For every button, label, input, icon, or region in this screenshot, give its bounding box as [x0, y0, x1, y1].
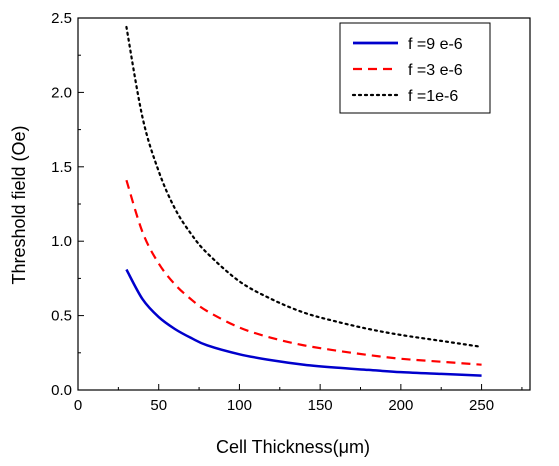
x-tick-label: 200 — [388, 397, 413, 414]
legend-label-1: f =9 e-6 — [408, 36, 463, 53]
y-tick-label: 0.5 — [51, 308, 72, 325]
y-tick-label: 1.0 — [51, 233, 72, 250]
x-tick-label: 100 — [227, 397, 252, 414]
legend-label-3: f =1e-6 — [408, 88, 458, 105]
series-layer — [125, 25, 483, 377]
legend-label-2: f =3 e-6 — [408, 62, 463, 79]
x-tick-label: 50 — [150, 397, 167, 414]
legend: f =9 e-6 f =3 e-6 f =1e-6 — [339, 22, 491, 114]
x-tick-label: 0 — [74, 397, 82, 414]
x-axis-title: Cell Thickness(μm) — [216, 437, 370, 457]
series-line-3 — [125, 25, 483, 348]
y-axis-ticks: 0.0 0.5 1.0 1.5 2.0 2.5 — [51, 10, 84, 399]
x-tick-label: 150 — [308, 397, 333, 414]
y-tick-label: 1.5 — [51, 159, 72, 176]
y-axis-title: Threshold field (Oe) — [9, 125, 29, 284]
series-line-1 — [125, 268, 482, 377]
y-tick-label: 2.0 — [51, 84, 72, 101]
legend-box — [339, 22, 491, 114]
x-axis-ticks: 0 50 100 150 200 250 — [74, 384, 523, 414]
y-tick-label: 2.5 — [51, 10, 72, 27]
series-line-2 — [125, 179, 482, 366]
y-tick-label: 0.0 — [51, 382, 72, 399]
x-tick-label: 250 — [469, 397, 494, 414]
